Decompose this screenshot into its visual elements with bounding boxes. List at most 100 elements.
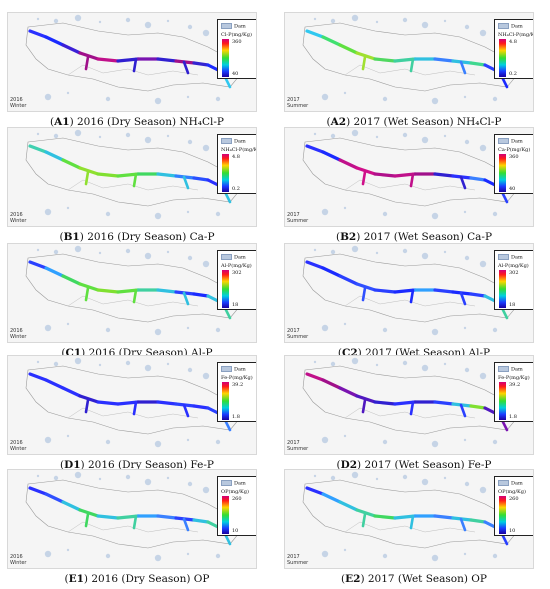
lake-mark (66, 91, 70, 95)
legend-max-value: 39.2 (509, 382, 521, 388)
dam-legend-row: Dam (221, 138, 246, 145)
river-segment (78, 166, 100, 176)
lake-mark (421, 478, 429, 486)
river-segment (78, 282, 100, 292)
variable-label: Al-P(mg/Kg) (221, 263, 252, 269)
river-svg (302, 245, 518, 336)
panel-code: E1 (68, 573, 84, 585)
basin-map: Dam Fe-P(mg/Kg) 39.2 1.8 2016 Winter (7, 355, 257, 455)
lake-mark (421, 364, 429, 372)
caption-text: 2016 (Dry Season) NH₄Cl-P (77, 116, 224, 128)
lake-mark (351, 14, 359, 22)
tributary-segment (132, 514, 138, 530)
lake-mark (105, 553, 111, 559)
lake-mark (382, 439, 388, 445)
legend-min-value: 0.2 (509, 71, 517, 77)
river-segment (156, 172, 178, 178)
lake-mark (421, 252, 429, 260)
river-segment (156, 57, 178, 63)
panel-caption: (D2) 2017 (Wet Season) Fe-P (336, 459, 492, 471)
lake-mark (351, 129, 359, 137)
sub-basin-boundary (344, 64, 476, 76)
legend-min-value: 10 (509, 528, 516, 534)
tributary-segment (182, 175, 190, 190)
year-text: 2017 (287, 554, 300, 560)
lake-mark (321, 324, 329, 332)
tributary-segment (132, 400, 138, 416)
lake-mark (36, 360, 40, 364)
lake-mark (187, 139, 193, 145)
river-segment (469, 292, 487, 298)
variable-label: NH₄Cl-P(mg/Kg) (498, 32, 534, 38)
dam-legend-row: Dam (498, 23, 523, 30)
color-ramp (499, 382, 506, 420)
legend-min-value: 18 (509, 302, 516, 308)
legend-max-value: 39.2 (232, 382, 244, 388)
lake-mark (98, 135, 102, 139)
color-ramp (222, 382, 229, 420)
lake-mark (431, 440, 439, 448)
lake-mark (443, 476, 447, 480)
panel-code: D2 (340, 459, 358, 471)
lake-mark (464, 367, 470, 373)
map-legend: Dam OP(mg/Kg) 260 10 (494, 476, 533, 536)
lake-mark (321, 550, 329, 558)
map-legend: Dam Al-P(mg/Kg) 302 18 (217, 250, 256, 310)
lake-mark (351, 245, 359, 253)
lake-mark (125, 132, 131, 138)
lake-mark (202, 144, 210, 152)
legend-max-value: 260 (509, 496, 519, 502)
river-segment (338, 43, 359, 55)
lake-mark (443, 250, 447, 254)
lake-mark (464, 255, 470, 261)
lake-mark (215, 327, 221, 333)
lake-mark (187, 481, 193, 487)
tributary-segment (182, 403, 190, 418)
tributary-segment (459, 403, 467, 418)
lake-mark (186, 552, 190, 556)
river-segment (373, 57, 397, 63)
lake-mark (431, 97, 439, 105)
lake-mark (463, 438, 467, 442)
caption-text: 2017 (Wet Season) NH₄Cl-P (353, 116, 502, 128)
lake-mark (492, 439, 498, 445)
lake-mark (98, 251, 102, 255)
dam-label: Dam (511, 366, 523, 373)
lake-mark (492, 211, 498, 217)
river-svg (302, 129, 518, 220)
map-legend: Dam NH₄Cl-P(mg/Kg)4.8 0.2 (217, 134, 256, 194)
lake-mark (443, 19, 447, 23)
lake-mark (53, 249, 59, 255)
lake-mark (44, 208, 52, 216)
map-panel-b2: Dam Ca-P(mg/Kg) 360 40 2017 Summer (B2) 2017 (… (284, 127, 534, 243)
panel-code: B2 (340, 231, 357, 243)
year-text: 2017 (287, 328, 300, 334)
year-text: 2016 (10, 328, 23, 334)
basin-map: Dam Ca-P(mg/Kg) 360 40 2017 Summer (284, 127, 534, 227)
basin-map: Dam Cl-P(mg/Kg) 360 40 2016 Winter (7, 12, 257, 112)
dam-swatch (498, 480, 509, 486)
tributary-segment (182, 291, 190, 306)
caption-text: 2016 (Dry Season) OP (91, 573, 210, 585)
dam-label: Dam (234, 23, 246, 30)
sub-basin-boundary (344, 407, 476, 419)
lake-mark (330, 249, 336, 255)
legend-min-value: 18 (232, 302, 239, 308)
lake-mark (463, 326, 467, 330)
color-ramp (222, 39, 229, 77)
river-segment (321, 266, 342, 278)
lake-mark (479, 260, 487, 268)
year-season-label: 2016 Winter (10, 212, 26, 224)
lake-mark (53, 475, 59, 481)
caption-text: 2017 (Wet Season) Fe-P (364, 459, 492, 471)
lake-mark (321, 93, 329, 101)
river-segment (78, 394, 100, 404)
lake-mark (421, 21, 429, 29)
dam-legend-row: Dam (221, 254, 246, 261)
color-ramp (499, 496, 506, 534)
basin-boundary (302, 365, 518, 435)
season-text: Winter (10, 560, 27, 566)
lake-mark (479, 29, 487, 37)
river-segment (433, 514, 455, 520)
